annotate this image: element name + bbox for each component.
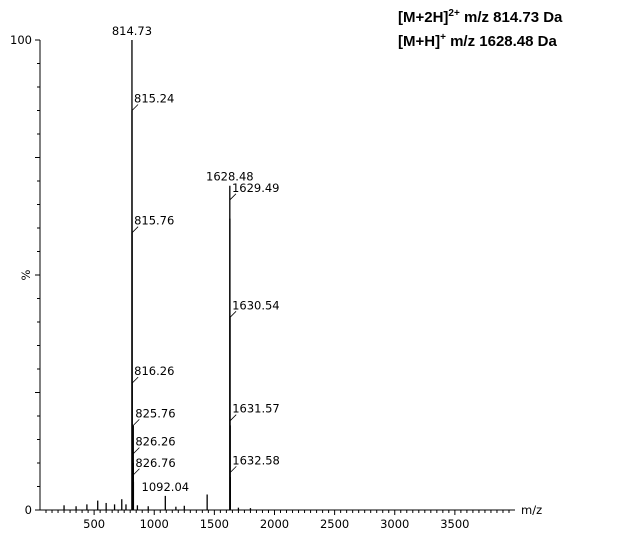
- peak-label-leader: [133, 468, 140, 476]
- peak-label: 826.76: [135, 456, 175, 470]
- y-tick-label: 0: [25, 503, 32, 517]
- x-tick-label: 3500: [440, 517, 469, 531]
- x-tick-label: 1000: [140, 517, 169, 531]
- peak-label-leader: [229, 193, 237, 201]
- x-tick-label: 2500: [320, 517, 349, 531]
- peak-label: 825.76: [135, 406, 175, 420]
- peak-label-leader: [131, 376, 139, 384]
- peak-label-leader: [229, 414, 237, 421]
- peak-label: 1630.54: [232, 298, 280, 312]
- peak-label-leader: [133, 419, 140, 426]
- peak-label: 1629.49: [232, 181, 280, 195]
- annotation-doubly-charged: [M+2H]2+ m/z 814.73 Da: [398, 8, 562, 26]
- peak-label: 1628.48: [206, 170, 254, 184]
- peak-label: 1632.58: [232, 453, 280, 467]
- y-axis-label: %: [19, 269, 33, 280]
- peak-labels: 814.73 815.24 815.76 816.26 825.76 826.26 826.…: [112, 24, 280, 494]
- peak-label: 815.24: [134, 92, 174, 106]
- annotation-singly-charged: [M+H]+ m/z 1628.48 Da: [398, 32, 557, 50]
- peak-label: 816.26: [134, 364, 174, 378]
- axes: 0 100% 500 1000 1500 2000 2500 3000 3500 m/z: [10, 33, 542, 531]
- peak-label: 826.26: [135, 435, 175, 449]
- peak-label: 814.73: [112, 24, 152, 38]
- annotation-species: [M+2H]: [398, 9, 449, 26]
- peak-label-leader: [131, 104, 139, 111]
- x-tick-label: 3000: [380, 517, 409, 531]
- x-tick-label: 500: [83, 517, 105, 531]
- x-tick-label: 1500: [200, 517, 229, 531]
- peak-label-leader: [230, 466, 237, 473]
- annotation-species: [M+H]: [398, 33, 441, 50]
- peak-label: 1631.57: [232, 402, 280, 416]
- annotation-text: m/z 814.73 Da: [459, 9, 563, 26]
- peak-label-leader: [133, 447, 140, 454]
- peak-label-leader: [131, 226, 139, 233]
- peak-label-leader: [229, 311, 237, 318]
- y-tick-label: 100: [10, 33, 32, 47]
- x-axis-label: m/z: [521, 503, 542, 517]
- annotation-text: m/z 1628.48 Da: [445, 33, 557, 50]
- annotation-charge: +: [440, 32, 446, 43]
- peaks: [63, 40, 252, 510]
- x-tick-label: 2000: [260, 517, 289, 531]
- peak-label: 815.76: [134, 214, 174, 228]
- peak-label: 1092.04: [142, 480, 190, 494]
- annotation-charge: 2+: [448, 8, 460, 19]
